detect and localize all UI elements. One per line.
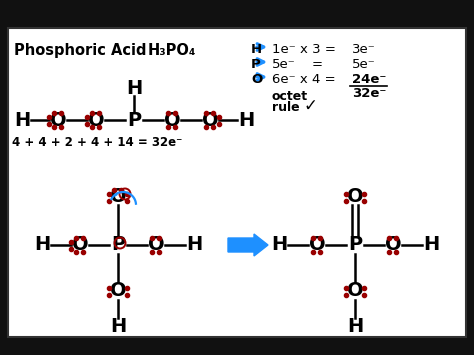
Text: H: H [110, 317, 126, 337]
Text: 24e⁻: 24e⁻ [352, 73, 386, 86]
Text: H: H [186, 235, 202, 255]
Text: O: O [202, 110, 219, 130]
Text: O: O [148, 235, 164, 255]
Text: H: H [238, 110, 254, 130]
Text: O: O [346, 187, 363, 207]
Text: O: O [109, 187, 126, 207]
Text: P: P [111, 235, 125, 255]
FancyArrow shape [228, 234, 268, 256]
Text: H: H [14, 110, 30, 130]
Text: O: O [72, 235, 88, 255]
Text: O: O [109, 282, 126, 300]
Text: H: H [347, 317, 363, 337]
Text: octet: octet [272, 90, 308, 103]
FancyBboxPatch shape [8, 28, 466, 337]
Text: 3e⁻: 3e⁻ [352, 43, 376, 56]
Text: O: O [50, 110, 66, 130]
Text: H: H [126, 78, 142, 98]
Text: O: O [251, 73, 262, 86]
Text: =: = [312, 58, 323, 71]
Text: P: P [348, 235, 362, 255]
Text: Phosphoric Acid: Phosphoric Acid [14, 43, 146, 58]
Text: ✓: ✓ [304, 97, 318, 115]
Text: 5e⁻: 5e⁻ [352, 58, 376, 71]
Text: O: O [309, 235, 325, 255]
Text: H: H [271, 235, 287, 255]
Text: O: O [164, 110, 180, 130]
Text: 1e⁻ x 3 =: 1e⁻ x 3 = [272, 43, 336, 56]
Text: O: O [88, 110, 104, 130]
Text: O: O [385, 235, 401, 255]
Text: rule: rule [272, 101, 300, 114]
Text: H: H [251, 43, 262, 56]
Text: 32e⁻: 32e⁻ [352, 87, 386, 100]
Text: H: H [423, 235, 439, 255]
Text: H: H [34, 235, 50, 255]
Text: O: O [346, 282, 363, 300]
Text: H₃PO₄: H₃PO₄ [148, 43, 196, 58]
Text: 5e⁻: 5e⁻ [272, 58, 296, 71]
Text: 4 + 4 + 2 + 4 + 14 = 32e⁻: 4 + 4 + 2 + 4 + 14 = 32e⁻ [12, 136, 182, 149]
Text: P: P [251, 58, 261, 71]
Text: 6e⁻ x 4 =: 6e⁻ x 4 = [272, 73, 336, 86]
Text: P: P [127, 110, 141, 130]
